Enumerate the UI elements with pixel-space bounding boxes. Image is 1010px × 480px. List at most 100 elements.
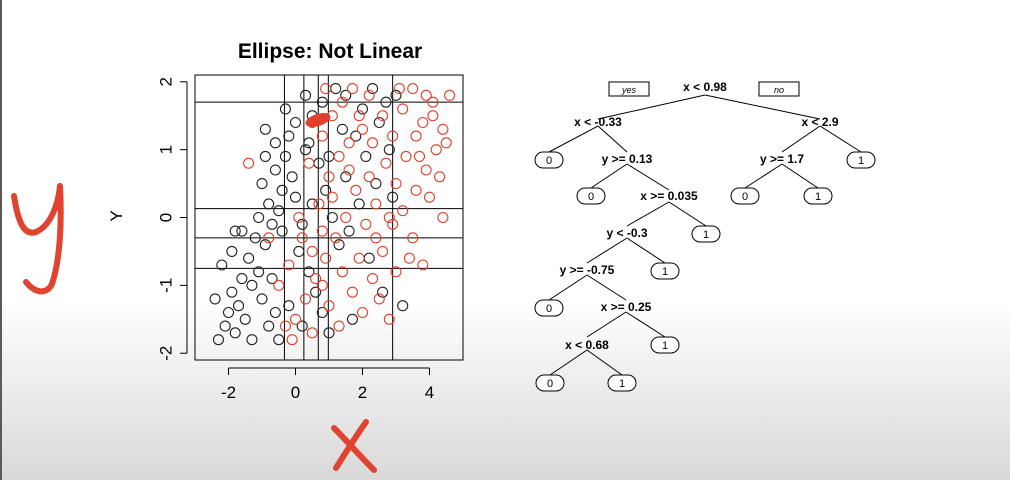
data-point (410, 184, 422, 196)
data-point (299, 144, 312, 156)
tree-leaf-label: 1 (619, 378, 625, 390)
tree-leaf-label: 1 (815, 191, 821, 203)
data-point (313, 157, 325, 169)
data-point (330, 83, 342, 95)
data-point (269, 164, 281, 176)
data-point (326, 211, 338, 224)
data-point (340, 171, 352, 183)
data-point (390, 266, 402, 278)
data-point (336, 266, 348, 278)
tree-leaf: 1 (846, 151, 876, 169)
data-point (333, 239, 345, 251)
data-point (253, 211, 265, 224)
data-point (293, 245, 305, 257)
data-point (316, 130, 328, 142)
data-point (320, 83, 332, 95)
data-point (383, 313, 395, 325)
data-point (326, 191, 338, 203)
data-point (363, 252, 375, 264)
data-point (393, 83, 405, 95)
data-point (306, 245, 318, 257)
data-point (346, 286, 359, 298)
data-point (420, 164, 432, 176)
tree-leaf-label: 0 (546, 303, 552, 315)
tree-node: x < -0.33 (574, 115, 622, 129)
data-point (430, 144, 442, 156)
data-point (390, 89, 402, 101)
data-point (346, 83, 359, 95)
data-point (323, 327, 335, 339)
data-point (403, 252, 415, 264)
data-point (444, 89, 456, 101)
data-point (323, 150, 335, 162)
y-tick-label: -1 (156, 278, 175, 293)
data-point (236, 273, 248, 285)
data-point (259, 239, 271, 251)
data-point (320, 252, 332, 264)
data-point (256, 293, 268, 305)
y-tick-label: 1 (156, 145, 175, 154)
data-point (259, 150, 271, 162)
data-point (380, 96, 392, 108)
data-point (279, 150, 292, 162)
data-point (363, 171, 375, 183)
tree-node: y >= 1.7 (760, 152, 804, 166)
data-point (427, 96, 439, 108)
scatter-plot: Ellipse: Not Linear Y -2 0 2 4 -2 -1 0 1 2 (107, 40, 464, 402)
tree-leaf: 0 (576, 187, 606, 205)
data-point (283, 130, 295, 142)
data-point (273, 205, 285, 217)
tree-node: x >= 0.25 (601, 300, 652, 314)
data-point (256, 178, 268, 190)
data-point (293, 211, 305, 224)
data-point (273, 334, 285, 346)
data-point (350, 184, 362, 196)
data-point (283, 300, 295, 312)
data-point (226, 245, 238, 257)
x-tick-label: -2 (221, 383, 236, 402)
data-point (323, 171, 335, 183)
tree-leaf-label: 0 (546, 155, 552, 167)
data-point (246, 334, 258, 346)
y-tick-label: -2 (156, 346, 175, 361)
y-axis: -2 -1 0 1 2 (156, 77, 188, 361)
data-point (279, 103, 292, 115)
data-point (249, 232, 261, 244)
data-point (377, 286, 389, 298)
data-point (343, 164, 355, 176)
data-point (420, 89, 432, 101)
data-point (423, 191, 436, 203)
data-point (273, 279, 285, 291)
data-point (310, 286, 322, 298)
handwritten-x (331, 419, 377, 473)
highlight-mark (305, 113, 331, 127)
tree-node-root: x < 0.98 (683, 80, 727, 94)
data-point (299, 293, 312, 305)
tree-leaf: 1 (650, 262, 680, 280)
data-point (320, 184, 332, 196)
data-point (229, 225, 241, 237)
y-axis-label: Y (107, 210, 126, 221)
data-point (330, 232, 342, 244)
plot-frame (194, 74, 464, 361)
data-point (289, 313, 302, 325)
data-point (387, 130, 399, 142)
data-point (289, 191, 302, 203)
data-point (259, 123, 271, 135)
data-point (407, 83, 419, 95)
data-point (370, 232, 382, 244)
data-point (373, 116, 385, 129)
data-point (316, 306, 328, 319)
data-point (286, 171, 298, 183)
data-point (340, 211, 352, 224)
data-point (410, 130, 422, 142)
y-tick-label: 0 (156, 213, 175, 222)
data-point (397, 300, 409, 312)
data-point (333, 150, 345, 162)
data-point (360, 150, 372, 162)
data-point (356, 123, 369, 135)
data-point (380, 157, 392, 169)
data-point (269, 137, 281, 149)
data-point (266, 273, 278, 285)
